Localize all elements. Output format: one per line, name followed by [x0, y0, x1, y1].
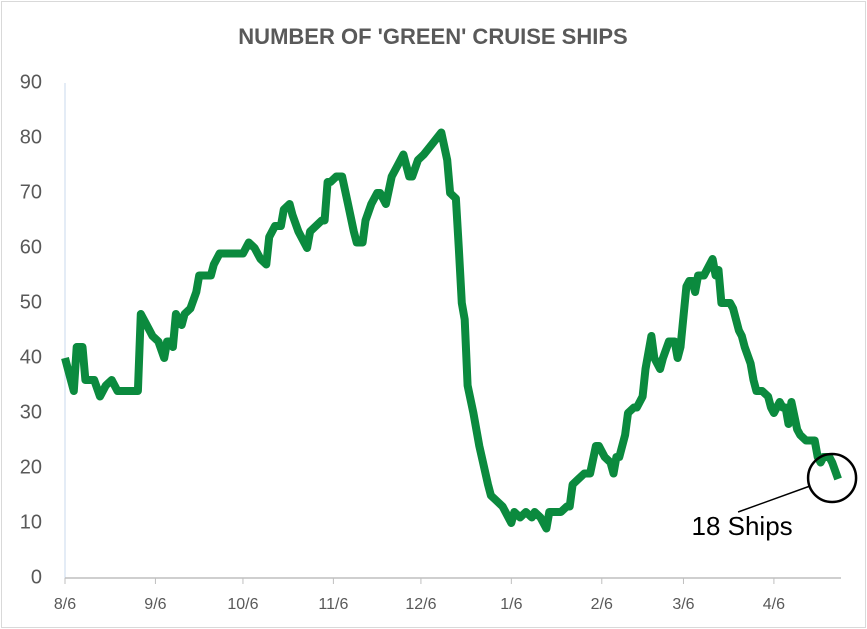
x-tick-label: 1/6 — [500, 596, 522, 613]
annotation-leader — [737, 485, 811, 513]
y-tick-label: 90 — [20, 71, 42, 93]
x-tick-label: 8/6 — [54, 596, 76, 613]
x-tick-label: 10/6 — [227, 596, 258, 613]
x-tick-label: 12/6 — [405, 596, 436, 613]
y-tick-label: 70 — [20, 181, 42, 203]
y-tick-label: 10 — [20, 511, 42, 533]
y-tick-label: 60 — [20, 236, 42, 258]
y-tick-label: 40 — [20, 346, 42, 368]
y-tick-label: 80 — [20, 126, 42, 148]
y-tick-label: 30 — [20, 401, 42, 423]
line-series — [61, 128, 842, 533]
y-tick-label: 0 — [31, 566, 42, 588]
x-tick-label: 11/6 — [318, 596, 348, 613]
x-tick-label: 3/6 — [672, 596, 694, 613]
annotation: 18 Ships — [691, 511, 792, 541]
chart-title: NUMBER OF 'GREEN' CRUISE SHIPS — [238, 24, 627, 49]
annotation-circle — [806, 452, 858, 504]
x-tick-label: 4/6 — [763, 596, 785, 613]
y-tick-label: 20 — [20, 456, 42, 478]
x-tick-label: 9/6 — [144, 596, 166, 613]
x-tick-label: 2/6 — [591, 596, 613, 613]
y-tick-label: 50 — [20, 291, 42, 313]
